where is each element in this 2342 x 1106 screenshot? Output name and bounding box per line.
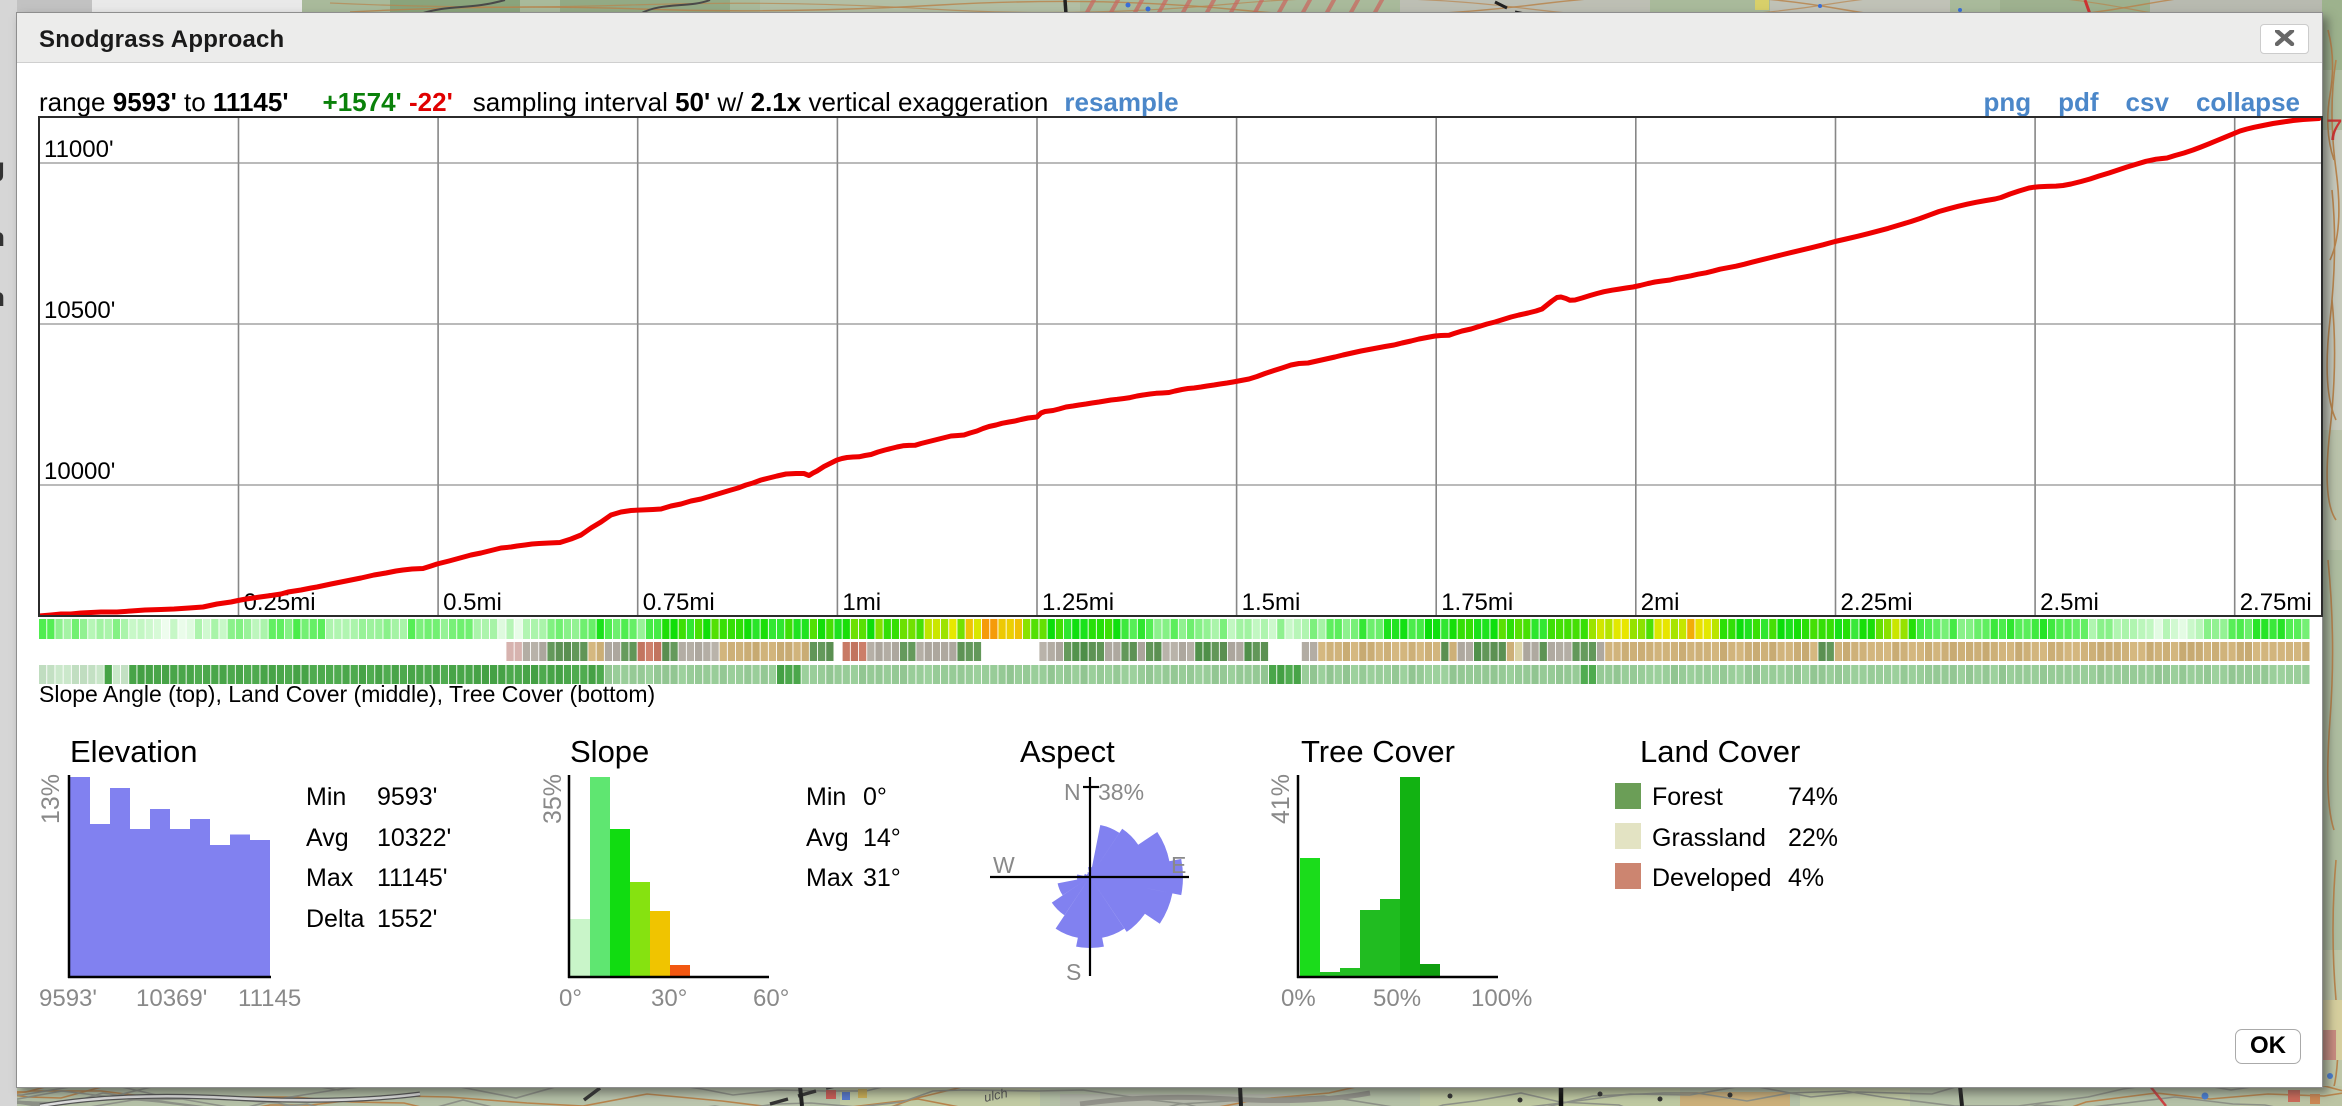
svg-text:7: 7: [2326, 114, 2342, 147]
svg-text:1mi: 1mi: [842, 589, 881, 616]
svg-text:11000': 11000': [44, 136, 114, 163]
svg-text:2.75mi: 2.75mi: [2240, 589, 2312, 616]
svg-text:1.75mi: 1.75mi: [1441, 589, 1513, 616]
svg-text:0.75mi: 0.75mi: [643, 589, 715, 616]
svg-text:10000': 10000': [44, 458, 115, 485]
svg-text:1.25mi: 1.25mi: [1042, 589, 1114, 616]
svg-text:2.25mi: 2.25mi: [1841, 589, 1913, 616]
svg-text:ulch: ulch: [983, 1086, 1009, 1105]
svg-text:10500': 10500': [44, 297, 115, 324]
svg-text:1.5mi: 1.5mi: [1242, 589, 1301, 616]
svg-text:2mi: 2mi: [1641, 589, 1680, 616]
svg-text:0.5mi: 0.5mi: [443, 589, 502, 616]
svg-text:2.5mi: 2.5mi: [2040, 589, 2099, 616]
